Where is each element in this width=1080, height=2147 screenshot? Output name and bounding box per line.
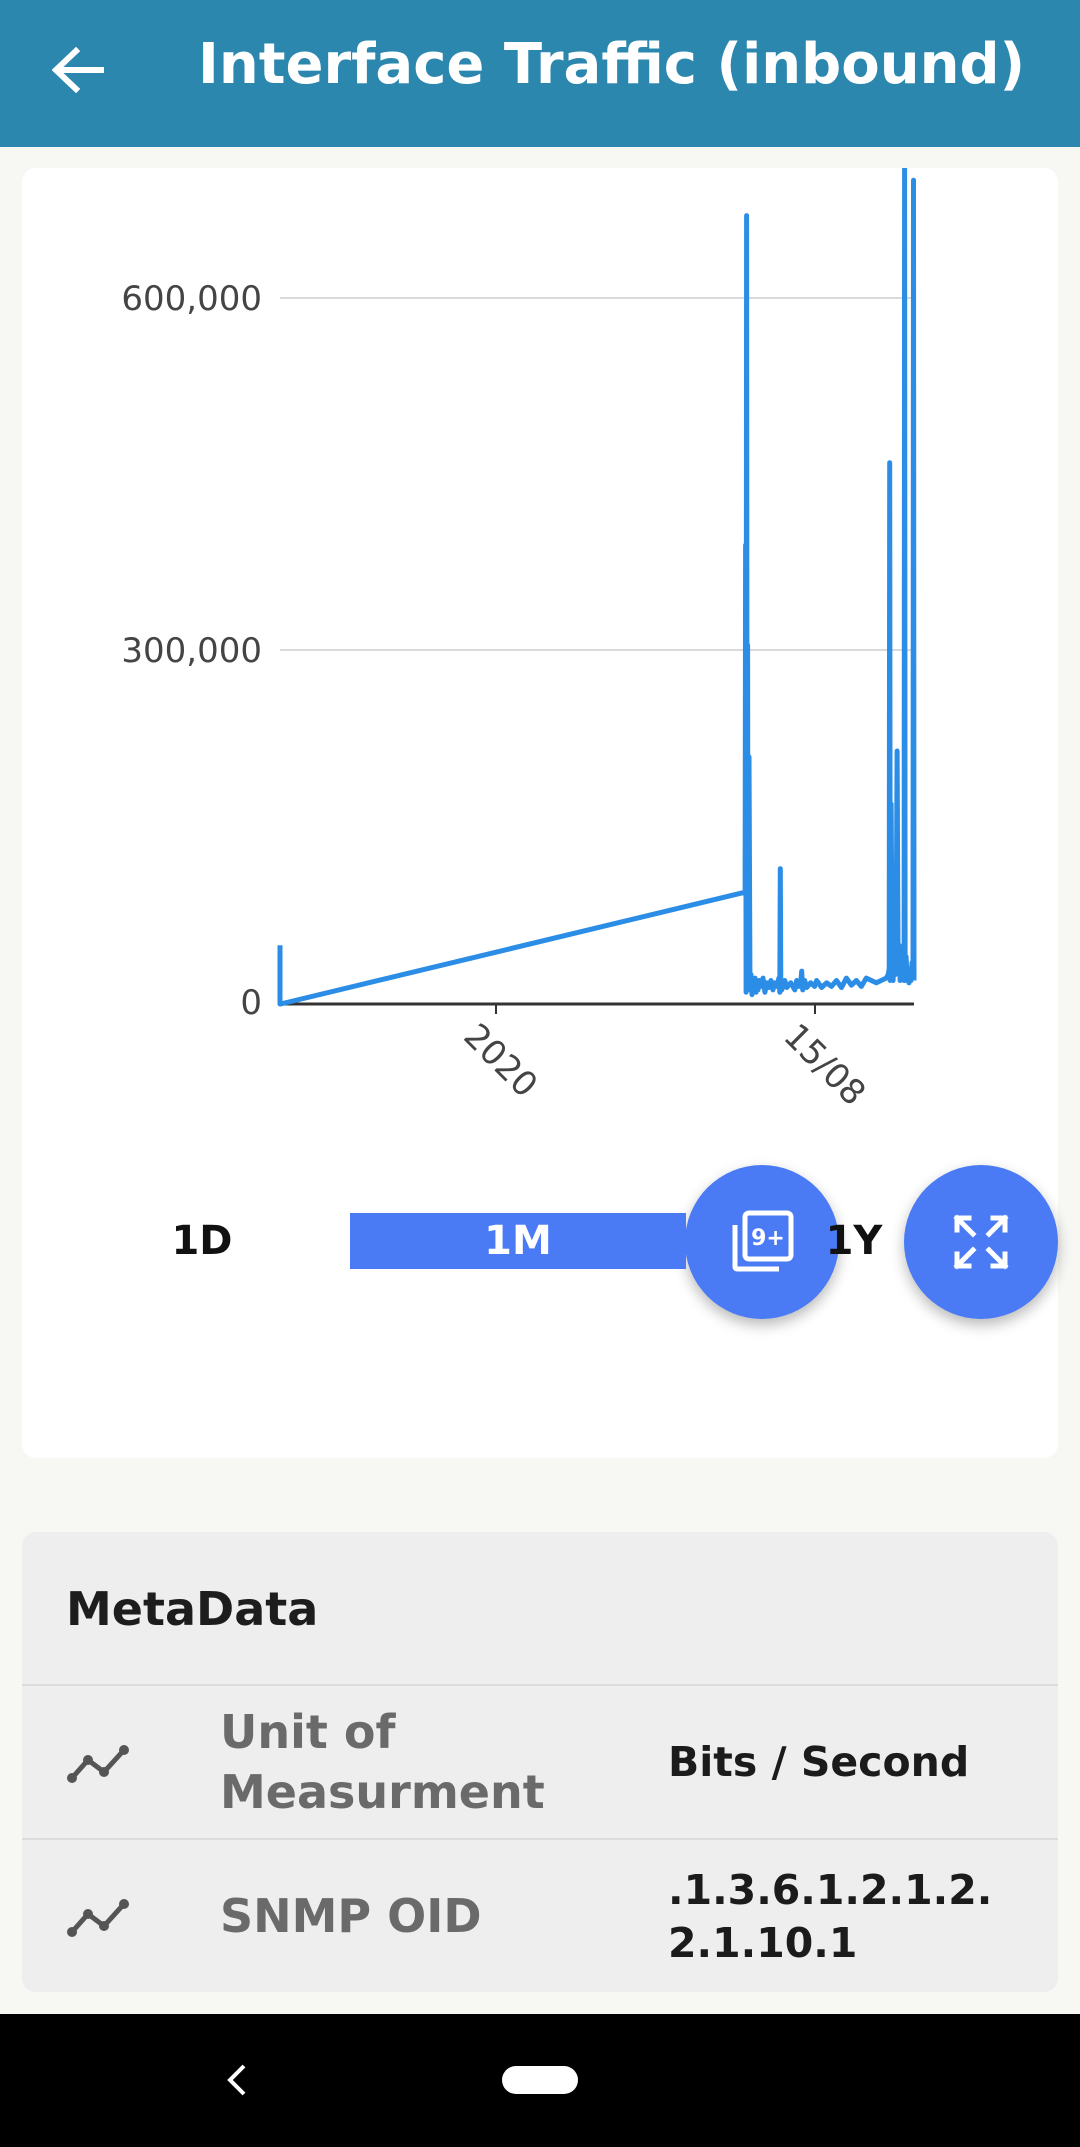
metadata-label: Unit of Measurment [220,1705,545,1819]
trend-line-icon [67,1745,129,1783]
range-1y-tab[interactable]: 1Y [825,1218,883,1264]
metadata-row: Unit of Measurment Bits / Second [22,1684,1058,1838]
metadata-label: SNMP OID [220,1889,482,1944]
metadata-value: .1.3.6.1.2.1.2.2.1.10.1 [668,1865,993,1967]
metadata-title: MetaData [66,1582,319,1636]
image-count-9plus-icon: 9+ [732,1210,794,1272]
trend-line-icon [67,1899,129,1937]
nav-back-icon[interactable] [218,2060,258,2100]
arrow-left-icon [52,47,104,93]
metadata-row: SNMP OID .1.3.6.1.2.1.2.2.1.10.1 [22,1838,1058,1992]
y-tick-label: 300,000 [121,631,262,671]
fullscreen-expand-icon [953,1214,1009,1270]
y-tick-label: 0 [240,983,262,1023]
metadata-value: Bits / Second [668,1738,970,1787]
system-nav-bar [0,2014,1080,2147]
range-1m-tab[interactable]: 1M [350,1213,686,1269]
image-count-button[interactable]: 9+ [685,1165,839,1319]
fullscreen-button[interactable] [904,1165,1058,1319]
range-1d-tab[interactable]: 1D [171,1218,233,1264]
back-button[interactable] [38,30,118,110]
y-tick-label: 600,000 [121,279,262,319]
x-tick-label: 2020 [456,1016,545,1105]
x-tick-label: 15/08 [776,1016,874,1114]
traffic-chart: 600,000 300,000 0 2020 15/08 [121,168,917,1114]
page-title: Interface Traffic (inbound) [198,32,1026,97]
nav-home-button[interactable] [502,2066,578,2094]
count-badge: 9+ [751,1226,785,1251]
app-bar: Interface Traffic (inbound) [0,0,1080,147]
series-line [277,168,917,1007]
metadata-card: MetaData Unit of Measurment Bits / Secon… [22,1532,1058,1992]
